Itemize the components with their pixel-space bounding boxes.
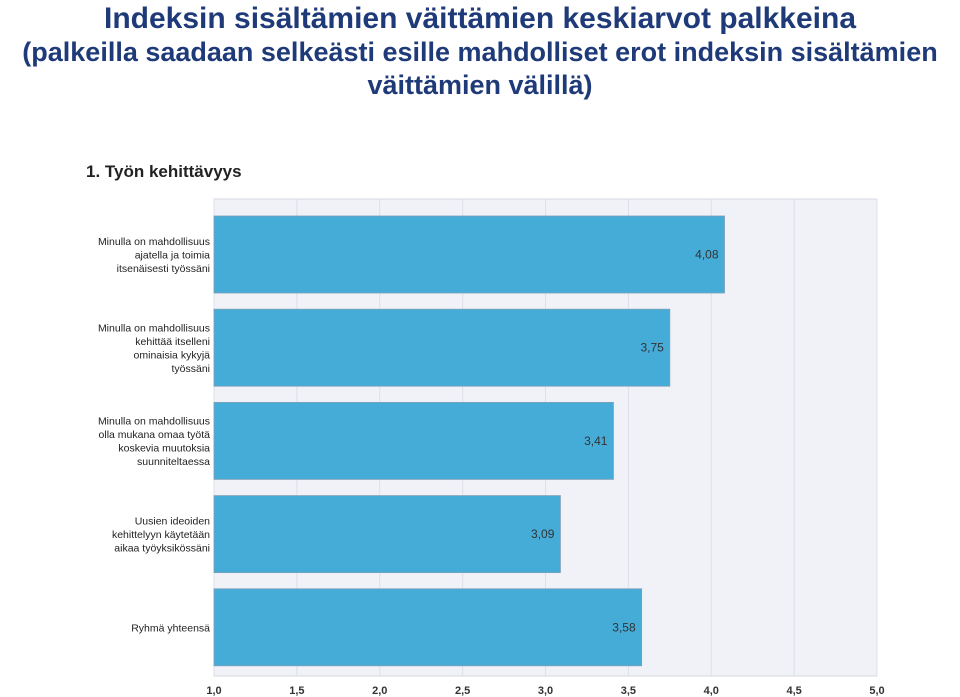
category-label-line: Minulla on mahdollisuus xyxy=(98,322,210,334)
category-label-line: kehittelyyn käytetään xyxy=(112,529,210,541)
x-tick-label: 3,5 xyxy=(621,685,636,697)
category-label-line: Uusien ideoiden xyxy=(135,516,210,528)
bar-value-label: 4,08 xyxy=(695,248,719,262)
category-label-line: Minulla on mahdollisuus xyxy=(98,416,210,428)
category-label-line: työssäni xyxy=(171,363,210,375)
category-label: Minulla on mahdollisuus olla mukana omaa … xyxy=(98,416,210,469)
category-label: Ryhmä yhteensä xyxy=(131,622,210,634)
category-label: Minulla on mahdollisuus ajatella ja toimi… xyxy=(98,236,210,275)
category-label-line: ajatella ja toimia xyxy=(135,250,210,262)
x-tick-label: 1,0 xyxy=(206,685,221,697)
category-label: Uusien ideoiden kehittelyyn käytetään aika… xyxy=(112,516,210,555)
category-label-line: koskevia muutoksia xyxy=(118,443,210,455)
x-tick-label: 2,5 xyxy=(455,685,470,697)
category-label-line: Ryhmä yhteensä xyxy=(131,622,210,634)
bar xyxy=(213,495,561,574)
bar xyxy=(213,401,614,480)
category-label-line: aikaa työyksikössäni xyxy=(114,543,210,555)
bar xyxy=(213,215,725,294)
x-tick-label: 5,0 xyxy=(869,685,884,697)
x-tick-label: 3,0 xyxy=(538,685,553,697)
slide-title: Indeksin sisältämien väittämien keskiarv… xyxy=(0,2,960,102)
category-label-line: kehittää itselleni xyxy=(135,336,210,348)
category-label-line: suunniteltaessa xyxy=(137,456,210,468)
bar-value-label: 3,41 xyxy=(584,434,608,448)
category-label-line: ominaisia kykyjä xyxy=(134,349,211,361)
x-tick-label: 2,0 xyxy=(372,685,387,697)
x-tick-label: 4,0 xyxy=(704,685,719,697)
x-tick-label: 4,5 xyxy=(786,685,801,697)
bar-value-label: 3,75 xyxy=(640,341,664,355)
category-label-line: itsenäisesti työssäni xyxy=(117,263,210,275)
bar-value-label: 3,58 xyxy=(612,620,636,634)
bar xyxy=(213,308,671,387)
category-label-line: olla mukana omaa työtä xyxy=(99,429,211,441)
bar-value-label: 3,09 xyxy=(531,527,555,541)
x-tick-label: 1,5 xyxy=(289,685,304,697)
chart-title: 1. Työn kehittävyys xyxy=(86,162,242,181)
slide-subtitle: (palkeilla saadaan selkeästi esille mahd… xyxy=(22,37,938,100)
bar xyxy=(213,588,643,667)
category-label: Minulla on mahdollisuus kehittää itsellen… xyxy=(98,322,210,375)
slide-title-line: Indeksin sisältämien väittämien keskiarv… xyxy=(103,2,857,35)
category-label-line: Minulla on mahdollisuus xyxy=(98,236,210,248)
